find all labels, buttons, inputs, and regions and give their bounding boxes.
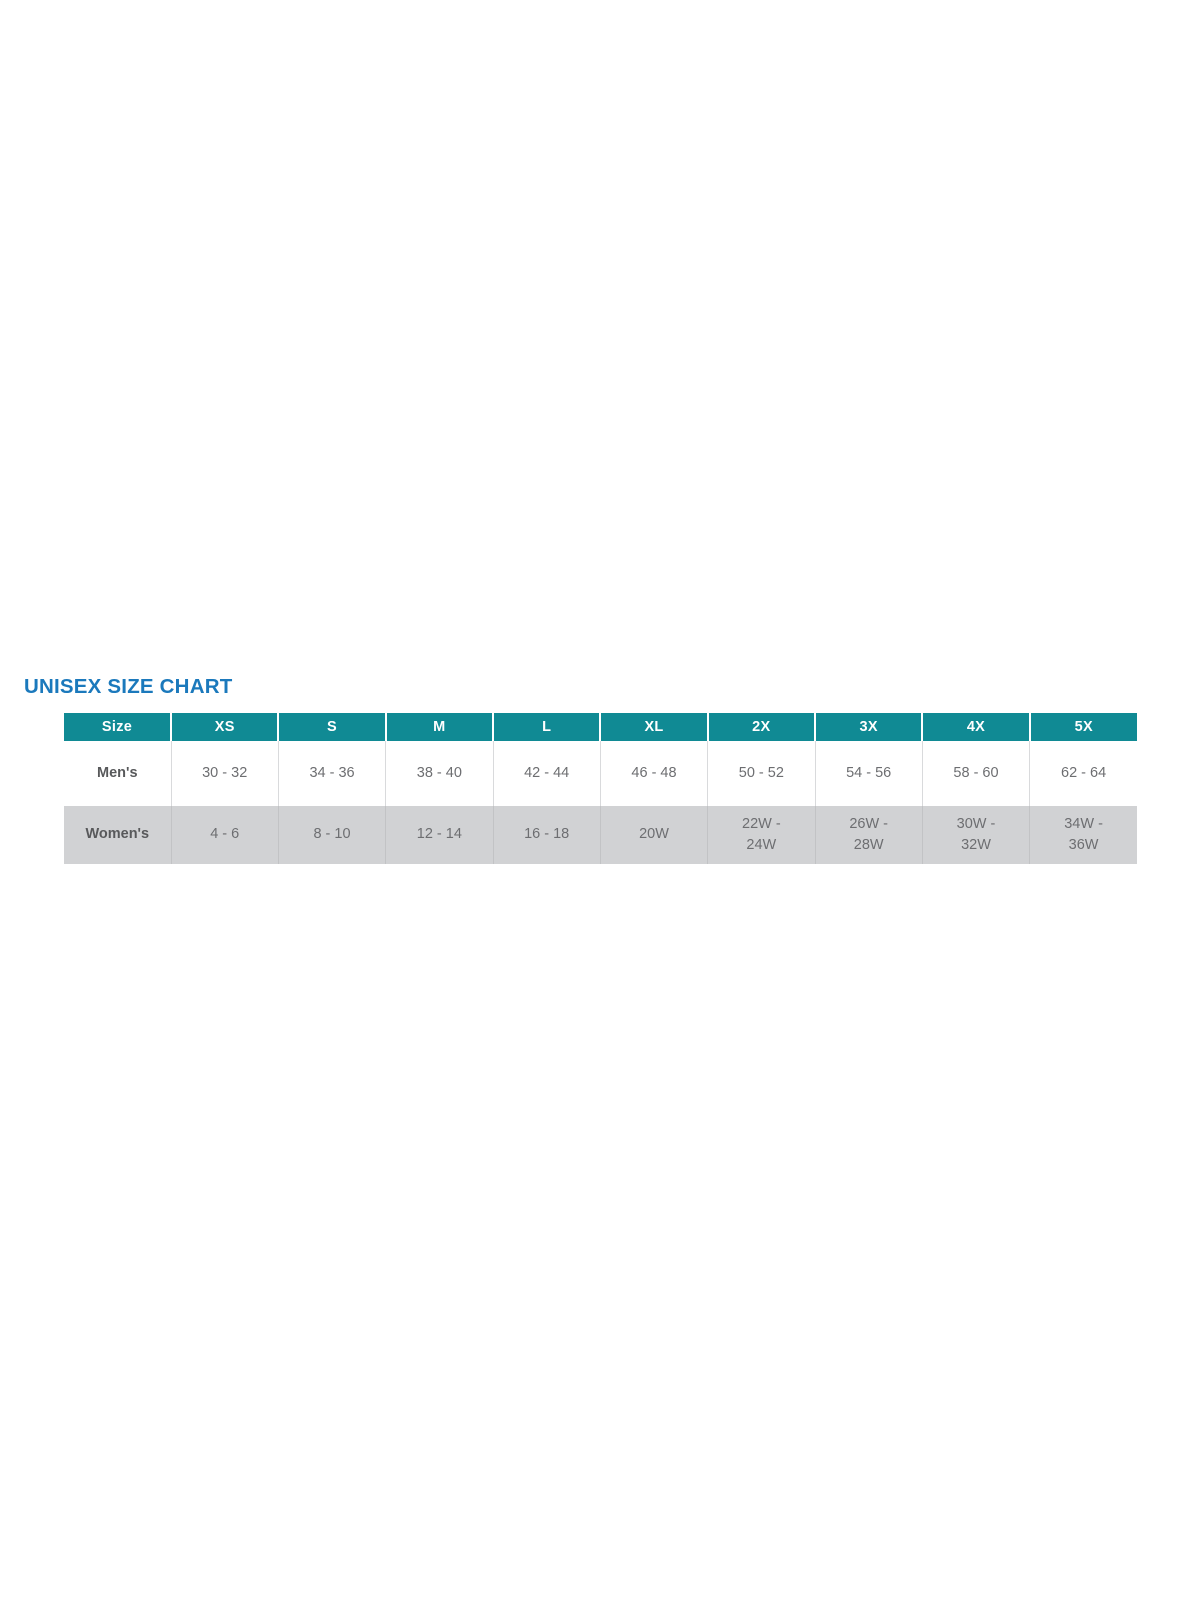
column-header-3x: 3X (813, 712, 923, 741)
size-table-container: Size XS S M L XL 2X 3X 4X 5X Men's 30 - … (64, 712, 1137, 864)
cell-mens-m: 38 - 40 (385, 740, 494, 806)
page-title: UNISEX SIZE CHART (24, 675, 233, 698)
unisex-size-table: Size XS S M L XL 2X 3X 4X 5X Men's 30 - … (64, 712, 1137, 864)
column-header-size: Size (64, 712, 172, 741)
cell-womens-5x: 34W - 36W (1029, 805, 1137, 864)
cell-womens-4x: 30W - 32W (921, 805, 1030, 864)
cell-mens-xs: 30 - 32 (170, 740, 279, 806)
cell-womens-xs: 4 - 6 (170, 805, 279, 864)
table-body: Men's 30 - 32 34 - 36 38 - 40 42 - 44 46… (64, 740, 1137, 864)
cell-womens-m: 12 - 14 (385, 805, 494, 864)
column-header-4x: 4X (921, 712, 1030, 741)
column-header-2x: 2X (706, 712, 815, 741)
row-label-mens: Men's (64, 740, 172, 806)
column-header-l: L (492, 712, 601, 741)
column-header-m: M (384, 712, 494, 741)
column-header-xs: XS (170, 712, 279, 741)
cell-mens-xl: 46 - 48 (599, 740, 708, 806)
table-head: Size XS S M L XL 2X 3X 4X 5X (64, 712, 1137, 741)
table-row: Women's 4 - 6 8 - 10 12 - 14 16 - 18 20W… (64, 805, 1137, 864)
column-header-5x: 5X (1028, 712, 1137, 741)
size-chart-block: UNISEX SIZE CHART Size XS S M L XL 2X 3X (0, 675, 1200, 864)
table-header-row: Size XS S M L XL 2X 3X 4X 5X (64, 712, 1137, 741)
row-label-womens: Women's (64, 805, 172, 864)
cell-womens-xl: 20W (599, 805, 708, 864)
cell-mens-l: 42 - 44 (492, 740, 601, 806)
cell-mens-3x: 54 - 56 (814, 740, 923, 806)
table-row: Men's 30 - 32 34 - 36 38 - 40 42 - 44 46… (64, 740, 1137, 806)
column-header-s: S (277, 712, 386, 741)
cell-womens-2x: 22W - 24W (707, 805, 815, 864)
cell-womens-3x: 26W - 28W (814, 805, 923, 864)
cell-mens-5x: 62 - 64 (1029, 740, 1137, 806)
cell-mens-4x: 58 - 60 (921, 740, 1030, 806)
cell-mens-2x: 50 - 52 (707, 740, 815, 806)
cell-mens-s: 34 - 36 (277, 740, 386, 806)
cell-womens-s: 8 - 10 (277, 805, 386, 864)
column-header-xl: XL (599, 712, 708, 741)
cell-womens-l: 16 - 18 (492, 805, 601, 864)
